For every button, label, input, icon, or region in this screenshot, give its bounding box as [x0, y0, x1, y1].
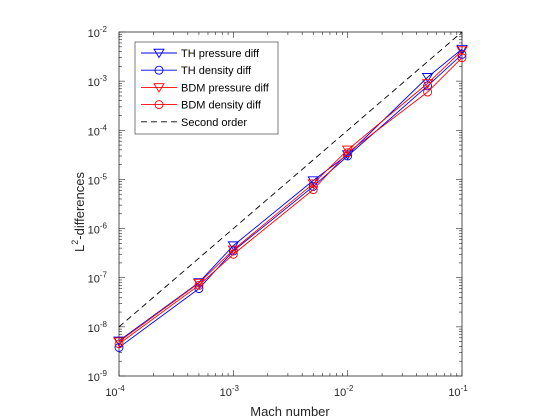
y-tick-label: 10-8	[88, 320, 108, 335]
y-tick-label-mantissa: 10	[88, 77, 100, 89]
y-tick-label-mantissa: 10	[88, 126, 100, 138]
data-point-marker	[228, 249, 238, 259]
data-point-marker	[421, 73, 434, 83]
y-tick-label-mantissa: 10	[88, 28, 100, 40]
y-tick-label: 10-3	[88, 74, 108, 89]
y-tick-label: 10-9	[88, 369, 108, 384]
legend-entry: Second order	[141, 117, 247, 129]
y-tick-label: 10-7	[88, 271, 108, 286]
legend-label: BDM density diff	[181, 100, 262, 112]
data-point-marker	[421, 79, 434, 89]
y-tick-label-mantissa: 10	[88, 225, 100, 237]
x-tick-label: 10-4	[105, 384, 125, 399]
data-point-marker	[343, 151, 353, 161]
data-point-marker	[307, 179, 320, 190]
legend-box	[134, 41, 279, 135]
x-tick-label-mantissa: 10	[220, 387, 232, 399]
legend: TH pressure diff TH density diff BDM press…	[134, 41, 279, 135]
y-tick-label-mantissa: 10	[88, 274, 100, 286]
y-tick-label: 10-4	[88, 123, 108, 138]
x-tick-label-exponent: -1	[461, 384, 469, 393]
x-tick-label: 10-3	[220, 384, 240, 399]
axes: 10-4 10-3 10-2 10-110-910-810-710-610-510-4…	[88, 25, 469, 399]
series-3	[114, 53, 467, 349]
x-tick-label-mantissa: 10	[105, 387, 117, 399]
data-point-marker	[456, 46, 468, 56]
y-tick-label-exponent: -2	[100, 25, 108, 34]
y-tick-label-exponent: -9	[100, 369, 108, 378]
y-tick-label-exponent: -7	[100, 271, 108, 280]
legend-label: TH density diff	[181, 65, 252, 77]
data-point-marker	[423, 87, 433, 97]
series-line	[118, 57, 463, 345]
series-group	[113, 31, 468, 352]
data-point-marker	[341, 145, 354, 156]
series-line	[118, 54, 463, 348]
axes-box	[118, 31, 463, 377]
data-point-marker	[194, 280, 204, 290]
x-axis-label: Mach number	[250, 404, 330, 419]
data-point-marker	[456, 44, 468, 55]
y-tick-label-mantissa: 10	[88, 323, 100, 335]
legend-label: TH pressure diff	[181, 48, 260, 60]
y-tick-label-mantissa: 10	[88, 175, 100, 187]
y-tick-label-exponent: -3	[100, 74, 108, 83]
y-axis-label-base: L	[72, 245, 87, 252]
y-tick-label-exponent: -8	[100, 320, 108, 329]
y-tick-label-exponent: -6	[100, 222, 108, 231]
legend-entry: TH pressure diff	[141, 48, 260, 60]
data-point-marker	[114, 339, 124, 349]
x-tick-label: 10-2	[334, 384, 354, 399]
y-axis-label: L2-differences	[70, 172, 87, 252]
series-4	[118, 31, 463, 328]
legend-marker	[153, 83, 165, 93]
y-tick-label-mantissa: 10	[88, 372, 100, 384]
series-line	[118, 31, 463, 328]
x-tick-label-exponent: -4	[118, 384, 126, 393]
legend-entry: BDM pressure diff	[141, 82, 270, 94]
series-2	[113, 46, 468, 348]
x-tick-label-mantissa: 10	[448, 387, 460, 399]
legend-marker	[154, 100, 164, 110]
data-point-marker	[308, 185, 318, 195]
x-tick-label-mantissa: 10	[334, 387, 346, 399]
y-tick-label: 10-5	[88, 172, 108, 187]
legend-label: BDM pressure diff	[181, 82, 270, 94]
y-tick-label-exponent: -4	[100, 123, 108, 132]
legend-marker	[154, 65, 164, 75]
y-axis-label-rest: -differences	[72, 172, 87, 240]
legend-entry: TH density diff	[141, 65, 252, 77]
legend-label: Second order	[181, 117, 247, 129]
x-tick-label: 10-1	[448, 384, 468, 399]
data-point-marker	[457, 53, 467, 63]
data-point-marker	[423, 81, 433, 91]
data-point-marker	[343, 148, 353, 158]
y-tick-label: 10-6	[88, 222, 108, 237]
x-tick-label-exponent: -3	[232, 384, 240, 393]
y-axis-label-sup: 2	[70, 240, 80, 245]
legend-marker	[153, 48, 165, 59]
y-tick-label: 10-2	[88, 25, 108, 40]
y-tick-label-exponent: -5	[100, 172, 108, 181]
series-line	[118, 50, 463, 343]
x-tick-label-exponent: -2	[346, 384, 354, 393]
legend-entry: BDM density diff	[141, 100, 262, 112]
data-point-marker	[227, 245, 240, 256]
